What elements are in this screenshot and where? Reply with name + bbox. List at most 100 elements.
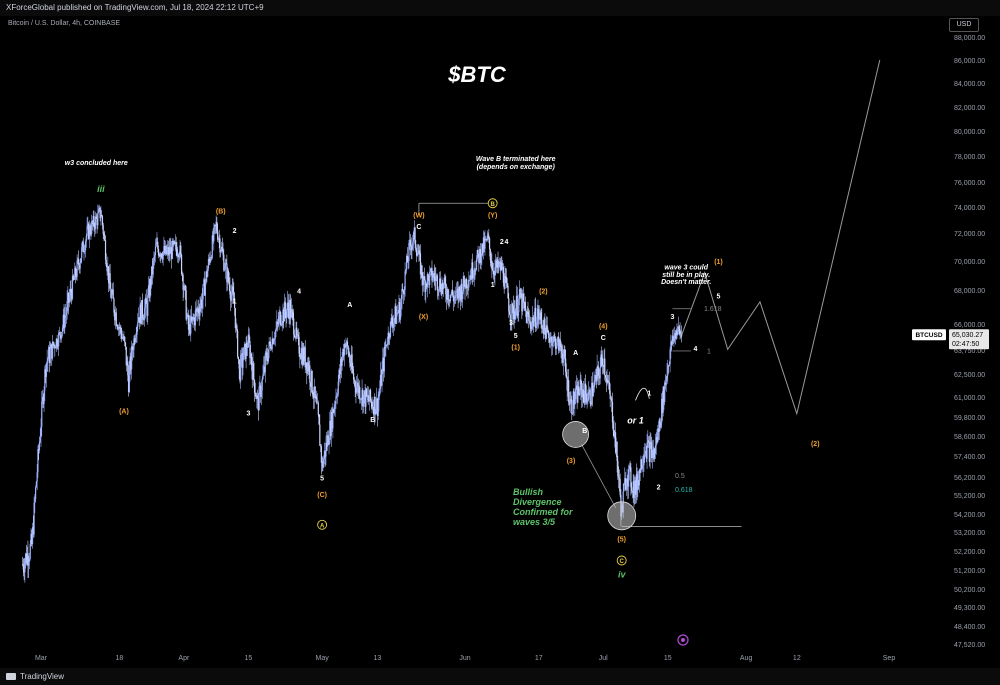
candle-body [285,311,287,318]
candle-body [203,279,205,285]
candle-body [176,249,178,257]
candle-body [49,348,51,364]
candle-body [356,386,358,393]
candle-body [163,246,165,253]
candle-body [565,371,567,378]
candle-body [541,319,543,328]
candle-body [38,449,40,451]
candle-body [610,398,612,400]
candle-body [133,338,135,350]
candle-body [416,250,418,256]
candle-body [301,348,303,365]
candle-body [528,320,531,322]
candle-body [674,333,677,339]
candle-body [422,276,425,285]
candle-body [367,395,369,401]
candle-body [532,317,534,327]
candle-body [28,561,30,566]
candle-body [552,336,554,343]
price-tick-label: 50,200.00 [954,587,985,594]
candle-body [112,289,114,299]
candle-body [338,370,340,382]
price-tag-value: 65,030.27 [952,332,983,339]
price-tick-label: 57,400.00 [954,454,985,461]
wave-label: 5 [320,476,324,483]
candle-body [661,398,663,424]
candle-body [244,343,246,360]
candle-body [88,225,90,239]
tradingview-logo[interactable]: TradingView [6,670,64,683]
candle-body [476,249,478,259]
candle-body [97,212,99,226]
candle-body [589,389,591,404]
candle-body [211,235,213,258]
candle-body [474,270,476,272]
candle-body [363,395,365,407]
candle-body [548,337,551,343]
candle-body [437,289,439,291]
candle-body [23,569,25,573]
candle-body [36,472,38,482]
candle-body [115,312,117,326]
candle-body [667,365,669,376]
candle-body [594,374,597,380]
candle-body [603,358,605,367]
candle-body [44,369,46,391]
candle-body [96,217,98,226]
candle-body [362,389,364,407]
candle-body [243,347,245,360]
candle-body [536,316,538,327]
candle-body [254,392,256,395]
candle-body [369,389,371,402]
candle-body [252,363,254,380]
candle-body [645,450,647,459]
candle-body [412,242,414,246]
candle-body [167,247,169,251]
candle-body [452,295,455,302]
candle-body [148,285,150,298]
candle-body [602,365,604,367]
candle-body [80,258,82,263]
candle-body [634,480,637,495]
candle-body [217,231,219,240]
candle-body [31,527,34,545]
wave-label: (B) [216,209,226,216]
candle-body [379,374,382,390]
candle-body [89,225,91,233]
candle-body [170,247,172,254]
price-tick-label: 88,000.00 [954,35,985,42]
price-tick-label: 58,600.00 [954,434,985,441]
candle-body [652,450,654,459]
candle-body [94,226,96,230]
candle-body [37,449,39,473]
candle-body [619,478,621,496]
candle-body [270,343,272,349]
candle-body [46,361,48,364]
candle-body [271,339,273,350]
candle-body [137,321,139,327]
candle-body [394,306,396,319]
divergence-connector [581,444,617,508]
candle-body [300,348,302,359]
candle-body [531,323,533,329]
candle-body [126,361,128,366]
candle-body [389,337,391,339]
candle-body [378,394,380,401]
price-tick-label: 68,000.00 [954,288,985,295]
candle-body [496,259,498,268]
currency-button[interactable]: USD [949,18,979,32]
candle-body [94,216,97,230]
time-tick-label: Apr [178,655,190,662]
candle-body [202,284,204,300]
candle-body [579,379,581,395]
candle-body [455,290,458,292]
candle-body [658,419,660,432]
candle-body [178,254,180,258]
candle-body [289,299,291,320]
fib-label: 0.5 [675,473,685,480]
candle-body [210,257,213,258]
candle-body [485,238,488,241]
candle-body [531,317,534,324]
candle-body [237,356,240,360]
